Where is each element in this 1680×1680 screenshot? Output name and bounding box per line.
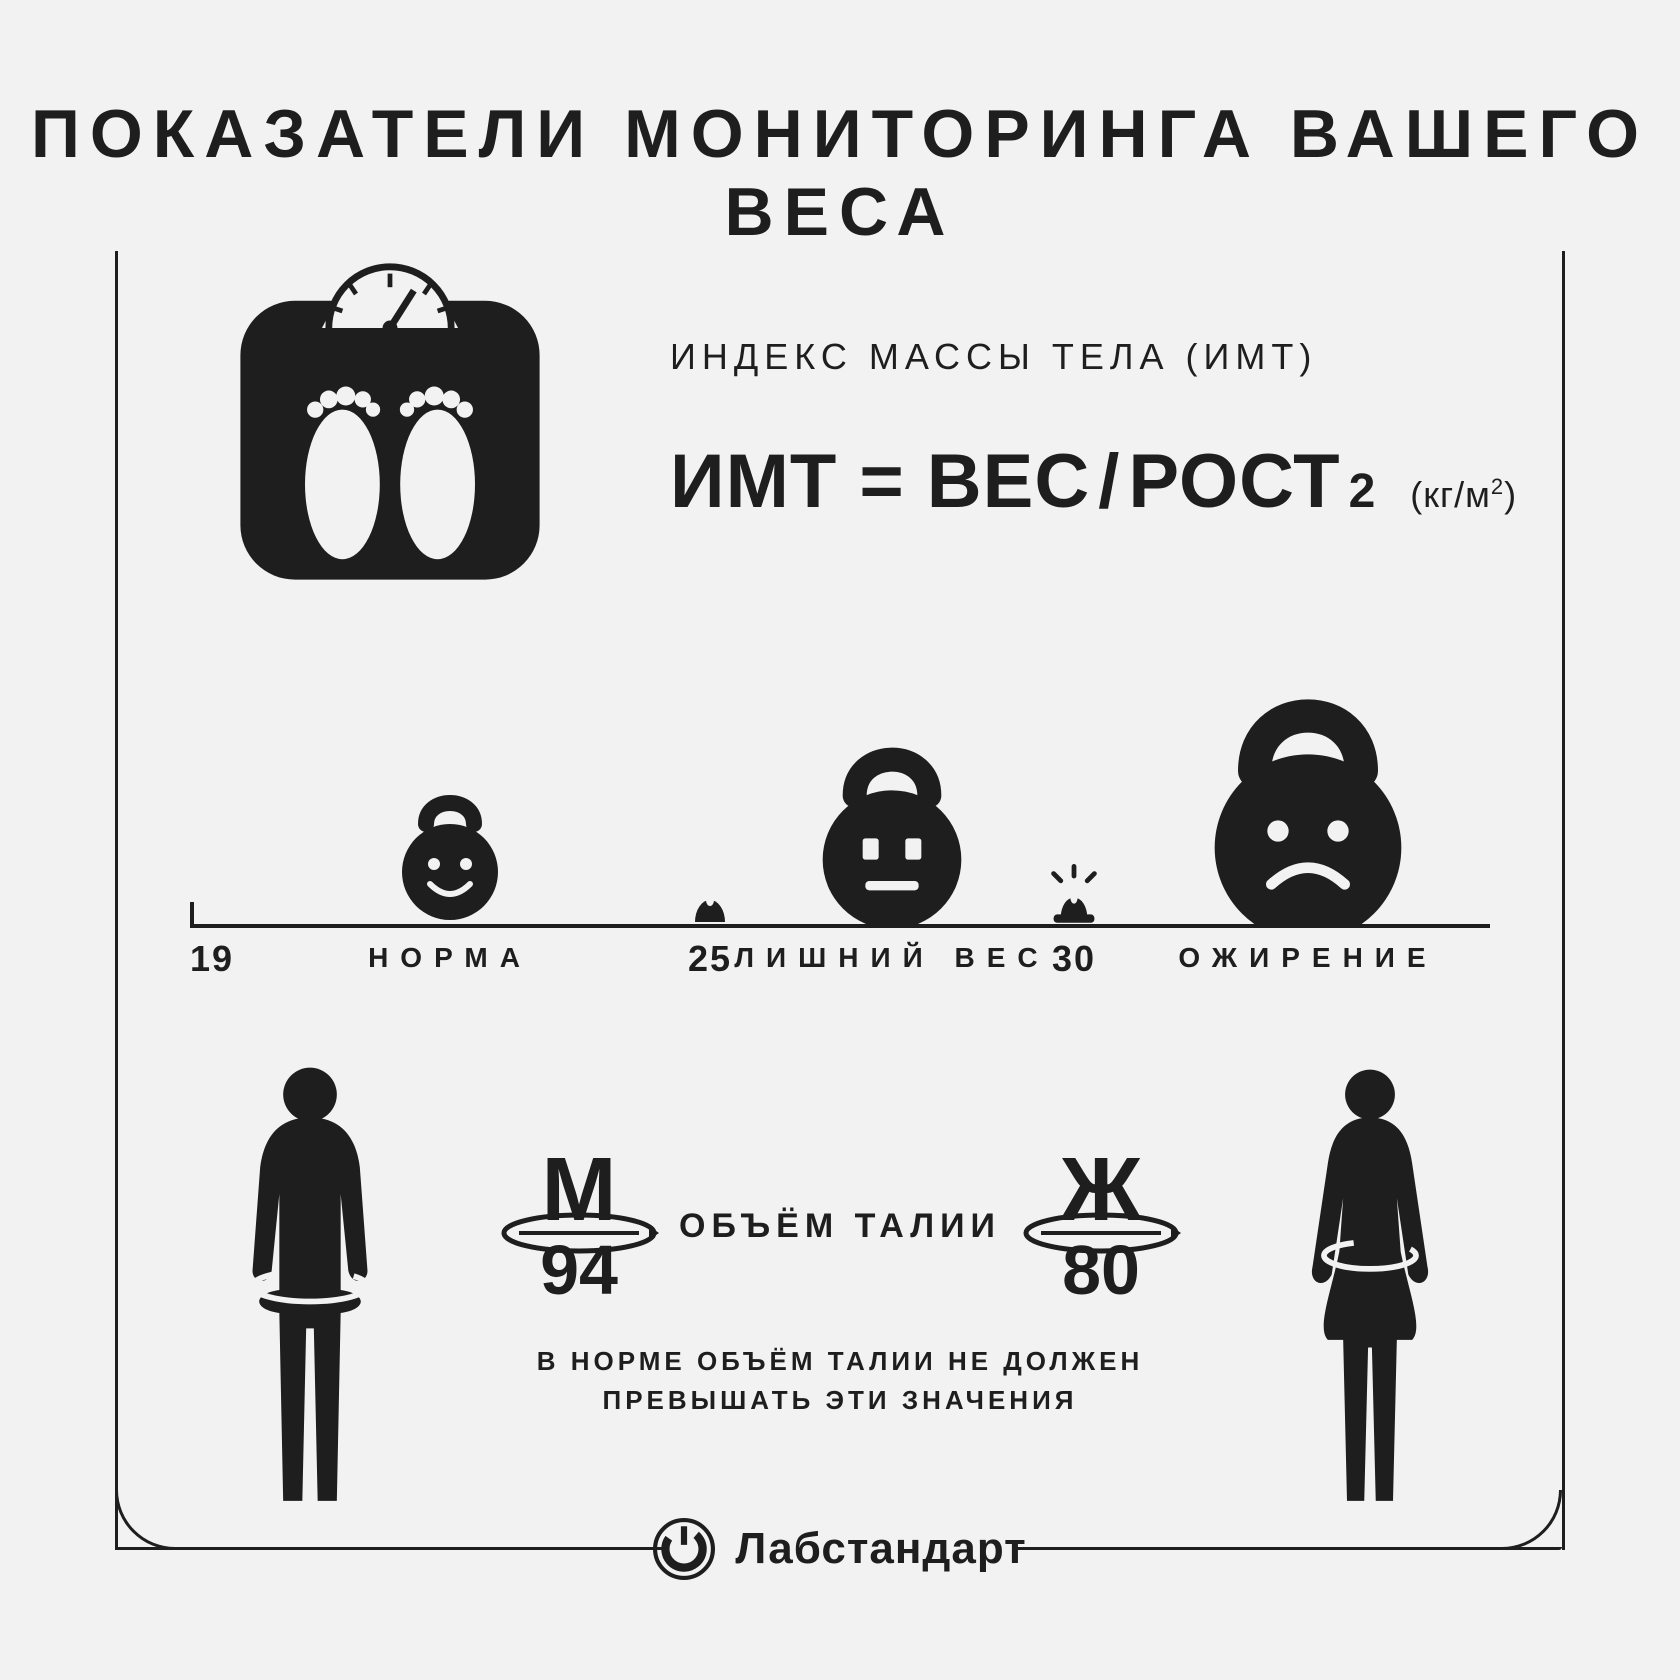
brand-logo-icon	[653, 1518, 715, 1580]
infographic-page: ПОКАЗАТЕЛИ МОНИТОРИНГА ВАШЕГО ВЕСА	[0, 0, 1680, 1680]
formula-eq: =	[859, 438, 904, 525]
female-block: Ж 80	[1041, 1150, 1161, 1302]
bmi-text-block: ИНДЕКС МАССЫ ТЕЛА (ИМТ) ИМТ = ВЕС / РОСТ…	[670, 336, 1517, 525]
bmi-label: ИНДЕКС МАССЫ ТЕЛА (ИМТ)	[670, 336, 1517, 378]
kettlebell-sad-icon	[1208, 691, 1408, 924]
waist-note: В НОРМЕ ОБЪЁМ ТАЛИИ НЕ ДОЛЖЕН ПРЕВЫШАТЬ …	[537, 1342, 1144, 1420]
kettlebell-happy-icon	[390, 784, 510, 924]
header: ПОКАЗАТЕЛИ МОНИТОРИНГА ВАШЕГО ВЕСА	[0, 95, 1680, 251]
formula-numerator: ВЕС	[927, 438, 1090, 525]
bmi-formula: ИМТ = ВЕС / РОСТ2 (кг/м2)	[670, 438, 1517, 525]
scale-axis	[190, 924, 1490, 928]
brand-name: Лабстандарт	[735, 1524, 1026, 1574]
waist-section: М 94 ОБЪЁМ ТАЛИИ Ж 80 В НОРМЕ ОБЪЁМ ТАЛИ…	[190, 1060, 1490, 1520]
formula-lhs: ИМТ	[670, 438, 837, 525]
segment-label-overweight: ЛИШНИЙ ВЕС	[734, 942, 1049, 974]
scale-tick-start	[190, 902, 194, 928]
male-silhouette-icon	[190, 1060, 430, 1520]
kettlebell-neutral-icon	[812, 737, 972, 924]
formula-slash: /	[1098, 438, 1120, 525]
segment-label-obesity: ОЖИРЕНИЕ	[1178, 942, 1437, 974]
bmi-units: (кг/м2)	[1410, 474, 1517, 516]
segment-label-normal: НОРМА	[368, 942, 532, 974]
waist-label: ОБЪЁМ ТАЛИИ	[679, 1207, 1001, 1246]
tape-ellipse-icon	[499, 1208, 659, 1258]
bmi-scale: 19 25 30 НОРМА ЛИШНИЙ ВЕС ОЖИРЕНИЕ	[190, 730, 1490, 990]
dome-marker-icon	[685, 884, 735, 924]
tape-ellipse-icon	[1021, 1208, 1181, 1258]
male-block: М 94	[519, 1150, 639, 1302]
siren-icon	[1044, 864, 1104, 924]
page-title: ПОКАЗАТЕЛИ МОНИТОРИНГА ВАШЕГО ВЕСА	[0, 95, 1680, 251]
female-silhouette-icon	[1250, 1060, 1490, 1520]
waist-row: М 94 ОБЪЁМ ТАЛИИ Ж 80	[519, 1150, 1161, 1302]
waist-center: М 94 ОБЪЁМ ТАЛИИ Ж 80 В НОРМЕ ОБЪЁМ ТАЛИ…	[430, 1060, 1250, 1420]
scale-tick-19: 19	[190, 938, 234, 980]
formula-denominator: РОСТ	[1128, 438, 1340, 525]
scale-tick-25: 25	[688, 938, 732, 980]
footer: Лабстандарт	[0, 1518, 1680, 1580]
scale-tick-30: 30	[1052, 938, 1096, 980]
bathroom-scale-icon	[220, 260, 560, 600]
bmi-section: ИНДЕКС МАССЫ ТЕЛА (ИМТ) ИМТ = ВЕС / РОСТ…	[220, 260, 1460, 600]
formula-exponent: 2	[1349, 464, 1377, 519]
